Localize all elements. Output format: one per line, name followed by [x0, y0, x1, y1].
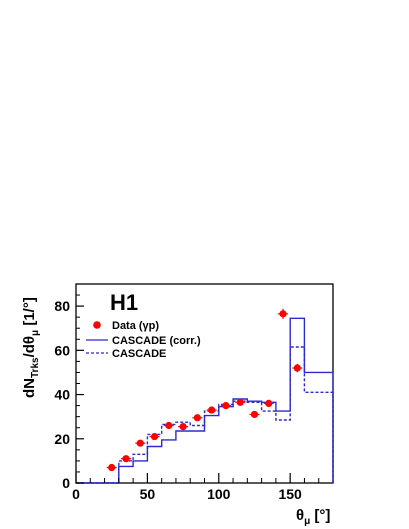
x-axis-label-main: θ	[296, 507, 304, 524]
legend-label-data: Data (γp)	[112, 320, 159, 332]
data-point	[150, 432, 159, 441]
data-point	[208, 406, 216, 414]
histogram-cascade-corr	[76, 317, 334, 484]
x-axis-label-sub: μ	[304, 516, 310, 527]
y-axis-label-mid: /dθ	[21, 336, 38, 357]
x-tick-label: 100	[207, 486, 231, 502]
legend-marker-data	[93, 321, 101, 329]
data-point	[236, 398, 244, 406]
histogram-layer	[76, 317, 334, 484]
data-point	[279, 310, 287, 318]
y-axis-label-sub: Trks	[30, 357, 41, 378]
legend-label-cascade: CASCADE	[112, 348, 166, 360]
y-axis-label-sub2: μ	[30, 330, 41, 336]
y-axis-label: dNTrks/dθμ [1/°]	[21, 297, 41, 398]
data-point	[193, 414, 201, 422]
data-point	[250, 410, 259, 419]
y-tick-label: 20	[54, 431, 70, 447]
y-tick-label: 0	[62, 475, 70, 491]
tick-layer: 0 50 100 150 0 20 40 60 80	[54, 294, 320, 502]
y-tick-label: 80	[54, 298, 70, 314]
data-point	[293, 364, 301, 372]
x-axis-label: θμ [°]	[296, 507, 330, 527]
x-axis-label-unit: [°]	[310, 507, 330, 524]
legend-label-cascade-corr: CASCADE (corr.)	[112, 335, 201, 347]
data-point	[179, 423, 187, 431]
data-point	[122, 455, 130, 463]
x-tick-label: 50	[140, 486, 156, 502]
y-axis-label-unit: [1/°]	[21, 297, 38, 330]
data-point	[222, 402, 230, 410]
x-tick-label: 150	[278, 486, 302, 502]
data-point	[165, 421, 173, 430]
y-axis-label-main: dN	[21, 378, 38, 398]
data-point	[108, 463, 116, 472]
data-points-layer	[106, 308, 303, 472]
experiment-label: H1	[110, 290, 138, 315]
y-tick-label: 60	[54, 342, 70, 358]
legend: Data (γp) CASCADE (corr.) CASCADE	[86, 320, 201, 360]
data-point	[265, 399, 273, 407]
data-point	[136, 439, 144, 447]
x-tick-label: 0	[72, 486, 80, 502]
y-tick-label: 40	[54, 387, 70, 403]
